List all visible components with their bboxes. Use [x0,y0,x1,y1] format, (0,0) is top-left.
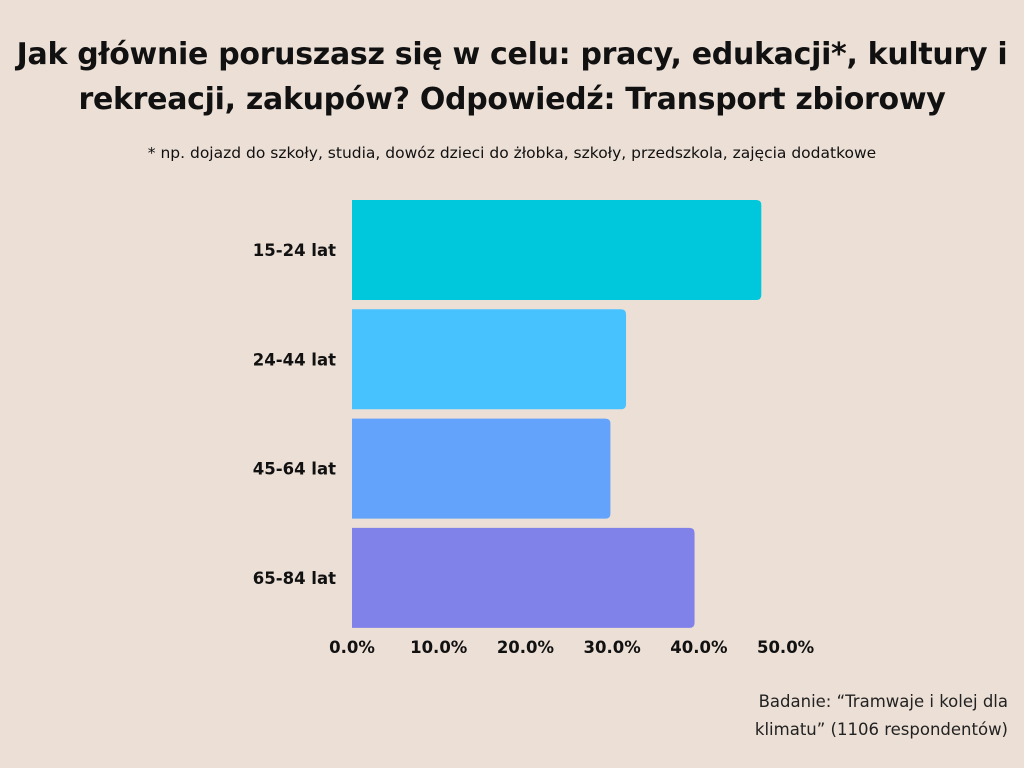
chart-title: Jak głównie poruszasz się w celu: pracy,… [16,37,1008,117]
bar-65-84 [352,527,695,628]
x-tick-labels-group: 0.0% 10.0% 20.0% 30.0% 40.0% 50.0% [329,638,815,657]
category-label: 24-44 lat [253,350,336,369]
category-labels-group: 15-24 lat 24-44 lat 45-64 lat 65-84 lat [253,241,336,588]
category-label: 65-84 lat [253,569,336,588]
x-tick-label: 0.0% [329,638,375,657]
bar-24-44 [352,309,627,410]
bars-group [352,200,762,628]
bar-15-24 [352,200,762,300]
category-label: 15-24 lat [253,241,336,260]
x-tick-label: 10.0% [410,638,468,657]
x-tick-label: 30.0% [584,638,642,657]
bar-45-64 [352,418,611,519]
x-tick-label: 40.0% [670,638,728,657]
category-label: 45-64 lat [253,460,336,479]
x-tick-label: 20.0% [497,638,555,657]
source-footnote: Badanie: “Tramwaje i kolej dla klimatu” … [754,692,1008,739]
chart-subtitle: * np. dojazd do szkoły, studia, dowóz dz… [147,144,877,162]
x-tick-label: 50.0% [757,638,815,657]
